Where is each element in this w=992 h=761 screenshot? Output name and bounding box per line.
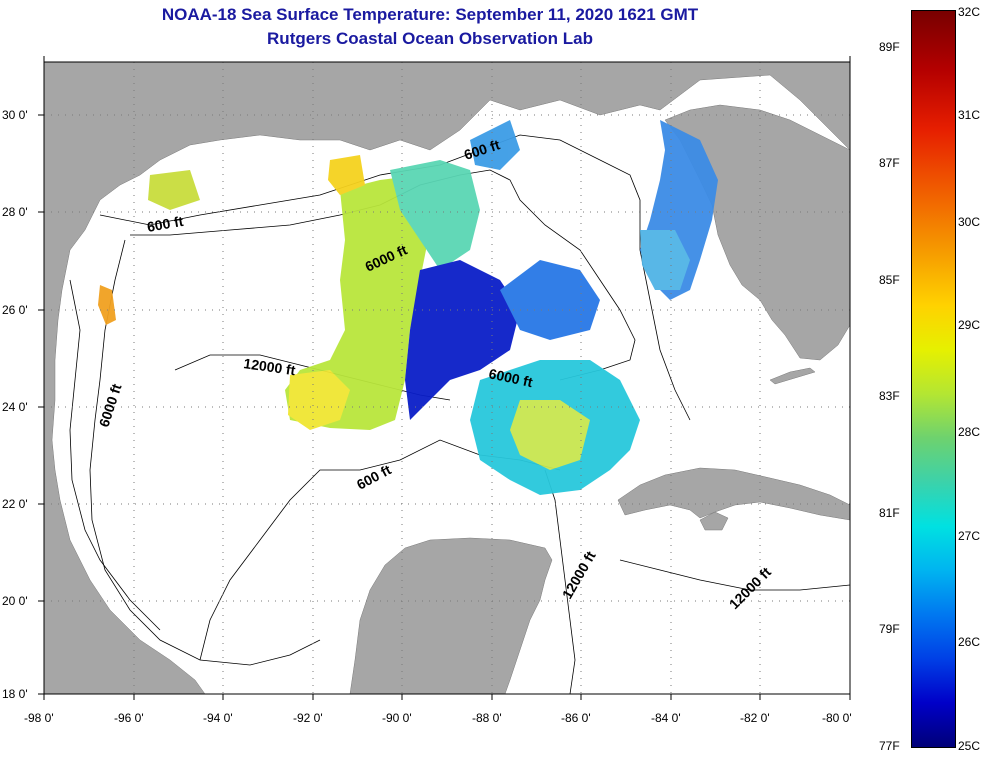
lon-label: -86 0' (561, 711, 591, 725)
contour-6000ft (130, 169, 636, 381)
lon-label: -90 0' (382, 711, 412, 725)
longitude-labels: -98 0' -96 0' -94 0' -92 0' -90 0' -88 0… (24, 711, 852, 725)
land-yucatan (349, 537, 553, 695)
sst-patch-cyan (390, 160, 480, 270)
sst-patch-tx-shelf (148, 170, 200, 210)
map-subtitle: Rutgers Coastal Ocean Observation Lab (267, 29, 593, 48)
land-cuba (617, 467, 851, 521)
lat-label: 20 0' (2, 594, 28, 608)
lat-label: 18 0' (2, 687, 28, 701)
lon-label: -96 0' (114, 711, 144, 725)
sst-patch-deep-blue (405, 260, 520, 420)
cb-label-f: 87F (879, 156, 900, 170)
cb-label-f: 81F (879, 506, 900, 520)
lon-label: -98 0' (24, 711, 54, 725)
cb-label-c: 30C (958, 215, 981, 229)
lon-label: -88 0' (472, 711, 502, 725)
graticule (44, 62, 850, 694)
sst-patch-yellow-west (288, 370, 350, 430)
lat-label: 28 0' (2, 205, 28, 219)
sst-patch-ne-blue (470, 120, 520, 170)
sst-patch-blue-north (500, 260, 600, 340)
map-frame (43, 61, 851, 695)
cb-label-c: 27C (958, 529, 981, 543)
cb-label-f: 79F (879, 622, 900, 636)
sst-data (98, 120, 718, 495)
lat-label: 22 0' (2, 497, 28, 511)
lon-label: -84 0' (651, 711, 681, 725)
lon-label: -94 0' (203, 711, 233, 725)
lon-label: -80 0' (822, 711, 852, 725)
map-title: NOAA-18 Sea Surface Temperature: Septemb… (161, 5, 699, 24)
lat-label: 30 0' (2, 108, 28, 122)
temperature-colorbar (911, 10, 956, 748)
cb-label-c: 32C (958, 5, 981, 19)
latitude-labels: 30 0' 28 0' 26 0' 24 0' 22 0' 20 0' 18 0… (2, 108, 28, 701)
tick-marks (38, 56, 851, 700)
cb-label-c: 29C (958, 318, 981, 332)
contour-12000ft-yuc (544, 469, 576, 695)
contour-6000ft-west (89, 239, 321, 666)
land-us-mexico (43, 61, 851, 695)
sst-patch-tx-coast (98, 285, 116, 325)
contour-12000ft-cay (619, 559, 851, 591)
sst-patch-florida-cyan (640, 230, 690, 290)
sst-patch-yellow-east (510, 400, 590, 470)
cb-label-c: 25C (958, 739, 981, 753)
cb-label-f: 83F (879, 389, 900, 403)
lat-label: 24 0' (2, 400, 28, 414)
cb-label-f: 89F (879, 40, 900, 54)
cb-label-c: 31C (958, 108, 981, 122)
contour-600ft (99, 134, 691, 421)
contour-label: 600 ft (146, 213, 185, 235)
contour-coastal-mex (69, 279, 161, 631)
cb-label-c: 26C (958, 635, 981, 649)
cb-label-c: 28C (958, 425, 981, 439)
lat-label: 26 0' (2, 303, 28, 317)
land-isla-juventud (699, 511, 729, 531)
land-keys (769, 367, 816, 385)
contour-label: 12000 ft (243, 355, 297, 378)
cb-label-f: 85F (879, 273, 900, 287)
cb-label-f: 77F (879, 739, 900, 753)
lon-label: -82 0' (740, 711, 770, 725)
lon-label: -92 0' (293, 711, 323, 725)
sst-patch-central (285, 175, 440, 430)
sst-patch-la-coast (328, 155, 365, 195)
